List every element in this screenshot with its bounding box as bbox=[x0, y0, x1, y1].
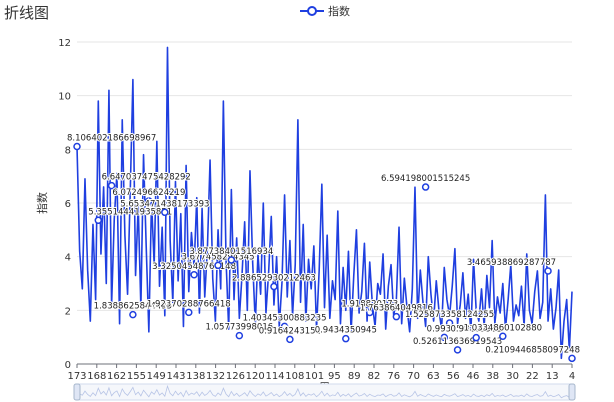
x-tick-label: 101 bbox=[305, 371, 324, 382]
data-label: 6.594198001515245 bbox=[381, 174, 470, 184]
data-point bbox=[280, 322, 289, 331]
data-label: 5.653471438173393 bbox=[120, 199, 209, 209]
data-point bbox=[129, 310, 137, 319]
y-axis-title: 指数 bbox=[35, 192, 49, 214]
x-tick-label: 132 bbox=[206, 371, 225, 382]
data-label: 0.9434350945 bbox=[315, 326, 377, 336]
data-point bbox=[421, 183, 430, 191]
data-label: 1.40345300883235 bbox=[243, 313, 327, 323]
data-point bbox=[472, 333, 480, 342]
data-point bbox=[73, 142, 81, 151]
data-label: 0.98109951 bbox=[451, 325, 502, 335]
x-tick-label: 4 bbox=[569, 371, 575, 382]
data-label: 0.99315 bbox=[427, 324, 462, 334]
data-point bbox=[286, 335, 294, 344]
data-point bbox=[227, 256, 236, 264]
legend-marker-icon bbox=[300, 6, 324, 16]
x-tick-label: 22 bbox=[526, 371, 539, 382]
x-tick-label: 70 bbox=[407, 371, 420, 382]
legend-item[interactable]: 指数 bbox=[300, 3, 350, 19]
data-label: 1.918820173 bbox=[341, 300, 398, 310]
data-label: 6.072496624219 bbox=[112, 188, 185, 198]
legend-label: 指数 bbox=[328, 5, 350, 18]
zoom-slider-handle-right[interactable] bbox=[568, 383, 576, 401]
data-point bbox=[185, 308, 193, 317]
data-point bbox=[214, 261, 222, 270]
x-tick-label: 173 bbox=[67, 371, 86, 382]
x-tick-label: 162 bbox=[107, 371, 126, 382]
x-tick-label: 82 bbox=[368, 371, 381, 382]
data-point bbox=[440, 333, 449, 342]
x-tick-label: 168 bbox=[87, 371, 106, 382]
y-tick-label: 0 bbox=[65, 360, 71, 371]
x-tick-label: 143 bbox=[166, 371, 185, 382]
data-point bbox=[342, 334, 350, 343]
y-tick-label: 6 bbox=[65, 199, 71, 210]
data-label: 3.677458294345 bbox=[182, 252, 255, 262]
chart-title: 折线图 bbox=[4, 4, 50, 22]
x-tick-label: 114 bbox=[265, 371, 284, 382]
data-label: 3.32504548760148 bbox=[152, 262, 236, 272]
x-tick-label: 108 bbox=[285, 371, 304, 382]
data-point bbox=[190, 271, 198, 279]
data-point bbox=[161, 208, 169, 217]
x-tick-label: 30 bbox=[506, 371, 519, 382]
data-label: 2.88652930212463 bbox=[232, 274, 316, 284]
data-label: 8.106402186698967 bbox=[67, 133, 156, 143]
data-label: 1.0334860102880 bbox=[464, 323, 542, 333]
x-tick-label: 95 bbox=[328, 371, 341, 382]
x-tick-label: 89 bbox=[348, 371, 361, 382]
data-point bbox=[94, 216, 103, 225]
x-tick-label: 76 bbox=[387, 371, 400, 382]
zoom-slider-preview bbox=[76, 384, 573, 399]
zoom-slider-handle-left[interactable] bbox=[73, 383, 81, 401]
data-label: 1.525873358124255 bbox=[405, 310, 494, 320]
data-point bbox=[392, 312, 401, 321]
x-tick-label: 138 bbox=[186, 371, 205, 382]
data-point bbox=[544, 267, 552, 275]
data-point bbox=[270, 282, 278, 291]
x-tick-label: 120 bbox=[246, 371, 265, 382]
y-tick-label: 12 bbox=[58, 38, 71, 49]
x-tick-label: 155 bbox=[127, 371, 146, 382]
x-tick-label: 149 bbox=[147, 371, 166, 382]
x-tick-label: 126 bbox=[226, 371, 245, 382]
x-tick-label: 63 bbox=[427, 371, 440, 382]
data-label: 6.647037475428292 bbox=[102, 173, 191, 183]
data-label: 0.2109446858097248 bbox=[485, 345, 580, 355]
x-tick-label: 46 bbox=[467, 371, 480, 382]
data-point bbox=[445, 319, 454, 327]
data-point bbox=[145, 197, 153, 205]
x-tick-label: 56 bbox=[447, 371, 460, 382]
data-point bbox=[453, 346, 462, 354]
data-point bbox=[107, 181, 116, 190]
x-tick-label: 38 bbox=[486, 371, 499, 382]
data-label: 0.9164243151 bbox=[259, 326, 321, 336]
data-label: 1.8388625844495 bbox=[94, 302, 172, 312]
data-point bbox=[365, 308, 374, 317]
data-label: 0.526113636919543 bbox=[413, 337, 502, 347]
data-point bbox=[499, 332, 507, 341]
y-tick-label: 4 bbox=[65, 253, 71, 264]
data-point bbox=[568, 354, 576, 363]
y-tick-label: 8 bbox=[65, 145, 71, 156]
data-label: 3.87738401516934 bbox=[189, 247, 273, 257]
y-tick-label: 10 bbox=[58, 92, 71, 103]
y-tick-label: 2 bbox=[65, 306, 71, 317]
data-label: 5.35514441935851 bbox=[88, 207, 172, 217]
data-label: 1.92370288766418 bbox=[147, 299, 231, 309]
data-label: 1.05773998016 bbox=[206, 323, 274, 333]
data-label: 3.465938869287787 bbox=[467, 258, 556, 268]
data-point bbox=[235, 331, 244, 340]
data-label: 1.763864049816 bbox=[360, 304, 433, 314]
x-tick-label: 13 bbox=[546, 371, 559, 382]
series-line bbox=[76, 46, 573, 360]
